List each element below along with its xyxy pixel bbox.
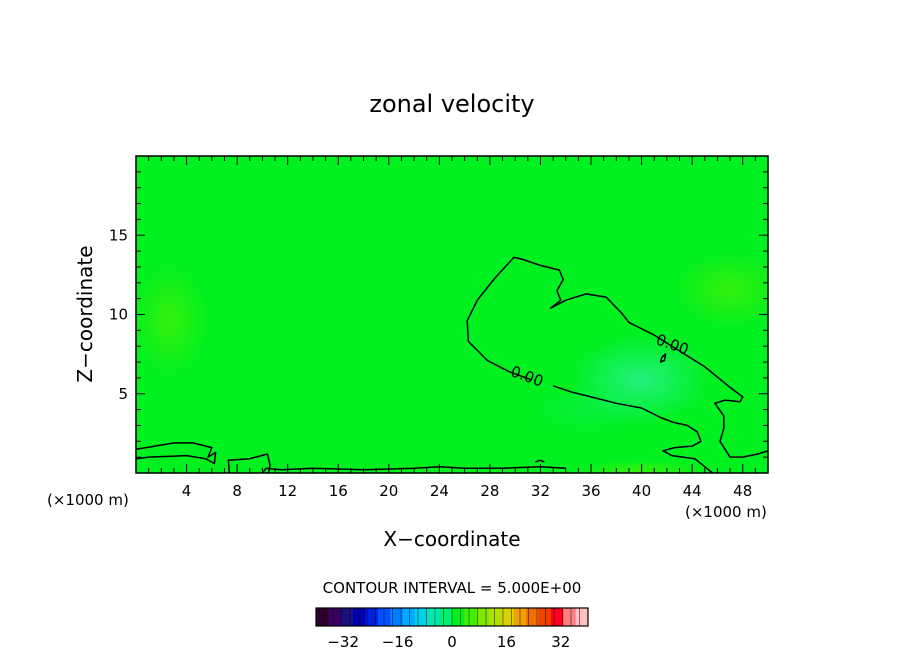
colorbar-swatch: [501, 608, 515, 626]
colorbar: [315, 607, 589, 627]
colorbar-swatch: [316, 608, 329, 626]
x-tick-label: 48: [733, 482, 752, 500]
colorbar-swatch: [427, 608, 441, 626]
colorbar-swatch: [513, 608, 527, 626]
colorbar-swatch: [550, 608, 564, 626]
colorbar-swatch: [439, 608, 453, 626]
colorbar-swatch: [526, 608, 540, 626]
x-axis-ticks: 4 8 12 16 20 24 28 32 36 40 44 48: [148, 156, 756, 500]
contour-line: [552, 385, 713, 473]
x-tick-label: 32: [531, 482, 550, 500]
field-shading: [136, 250, 768, 473]
x-unit-label-left: (×1000 m): [47, 491, 129, 509]
y-axis-ticks: 5 10 15: [109, 171, 768, 458]
contour-line: [535, 459, 545, 463]
colorbar-tick-label: 0: [447, 633, 457, 651]
y-axis-label: Z−coordinate: [73, 245, 97, 382]
colorbar-swatch: [476, 608, 490, 626]
colorbar-ticks: −32 −16 0 16 32: [327, 633, 570, 651]
colorbar-swatch: [414, 608, 428, 626]
x-tick-label: 36: [581, 482, 600, 500]
colorbar-swatch: [353, 608, 367, 626]
colorbar-swatch: [464, 608, 478, 626]
contour-interval-text: CONTOUR INTERVAL = 5.000E+00: [323, 579, 582, 597]
colorbar-swatch: [340, 608, 354, 626]
x-tick-label: 20: [379, 482, 398, 500]
x-tick-label: 12: [278, 482, 297, 500]
contour-line: [136, 442, 217, 465]
shade-patch-positive: [528, 384, 648, 436]
colorbar-swatch: [377, 608, 391, 626]
colorbar-swatch: [402, 608, 416, 626]
colorbar-swatch: [365, 608, 379, 626]
contour-line: [659, 353, 667, 363]
x-tick-label: 8: [232, 482, 242, 500]
colorbar-tick-label: 32: [551, 633, 570, 651]
colorbar-frame: [315, 607, 589, 627]
shade-patch-negative: [136, 260, 210, 380]
x-tick-label: 28: [480, 482, 499, 500]
colorbar-swatch: [328, 608, 342, 626]
colorbar-swatch: [563, 608, 577, 626]
contour-line: [227, 453, 271, 473]
colorbar-tick-label: 16: [497, 633, 516, 651]
velocity-field: [136, 156, 768, 473]
x-unit-label-right: (×1000 m): [685, 503, 767, 521]
colorbar-tick-label: −16: [382, 633, 414, 651]
colorbar-swatch: [575, 608, 589, 626]
x-tick-label: 44: [683, 482, 702, 500]
shade-patch-negative: [570, 460, 710, 473]
x-tick-label: 16: [329, 482, 348, 500]
x-tick-label: 24: [430, 482, 449, 500]
x-tick-label: 4: [182, 482, 192, 500]
colorbar-swatch: [452, 608, 465, 626]
x-tick-label: 40: [632, 482, 651, 500]
y-tick-label: 10: [109, 306, 128, 324]
chart-title: zonal velocity: [369, 90, 534, 118]
y-tick-label: 15: [109, 226, 128, 244]
shade-patch-negative: [670, 250, 768, 330]
y-tick-label: 5: [118, 385, 128, 403]
contour-line: [466, 256, 768, 458]
colorbar-tick-label: −32: [327, 633, 359, 651]
x-axis-label: X−coordinate: [383, 527, 520, 551]
colorbar-swatch: [390, 608, 404, 626]
colorbar-swatch: [489, 608, 503, 626]
colorbar-swatch: [538, 608, 552, 626]
